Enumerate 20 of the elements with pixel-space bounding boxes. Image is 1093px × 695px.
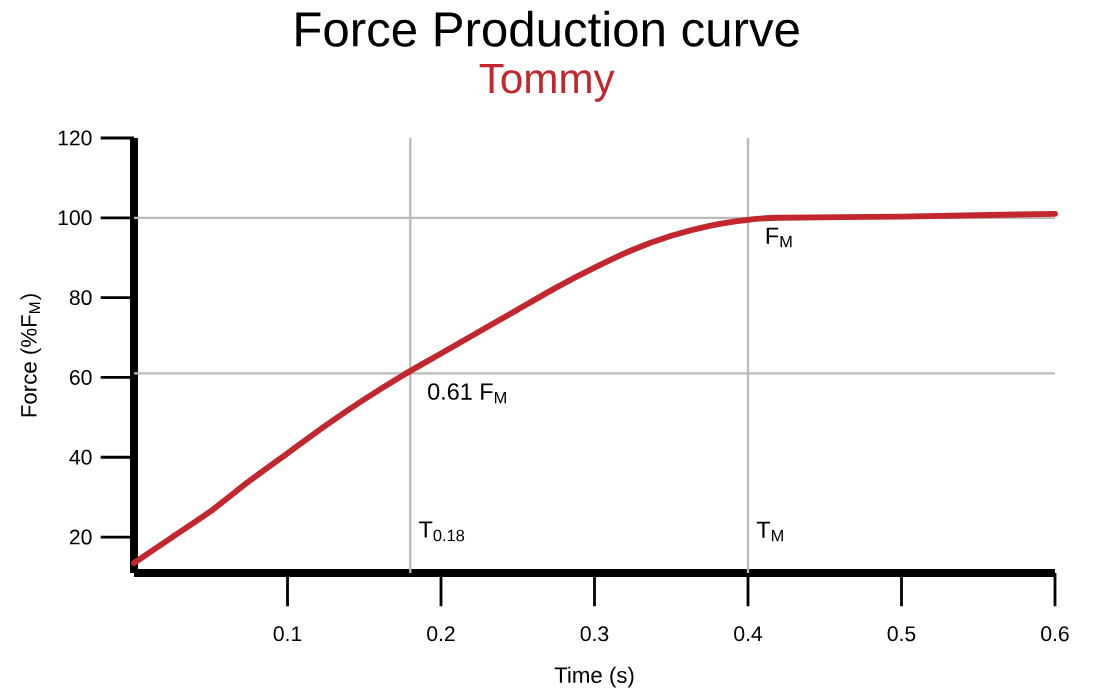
annotation: 0.61 F$_{M}$ [428, 383, 506, 404]
x-tick-label: 0.6 [1041, 626, 1069, 642]
chart-subtitle: Tommy [479, 63, 615, 102]
y-axis-title: Force (%F$_{M}$) [20, 294, 42, 417]
y-tick-label: 60 [70, 369, 92, 385]
x-axis-title: Time (s) [554, 666, 634, 688]
x-tick-label: 0.5 [887, 626, 916, 642]
y-tick-label: 80 [69, 290, 92, 305]
annotation: F$_{M}$ [766, 227, 792, 248]
ref-line-label: T$_{0.18}$ [419, 521, 465, 542]
x-tick-label: 0.3 [580, 626, 609, 642]
y-tick-label: 40 [69, 449, 92, 465]
x-tick-label: 0.1 [273, 626, 302, 642]
y-tick-label: 100 [58, 210, 92, 226]
x-tick-label: 0.2 [427, 626, 455, 642]
y-tick-label: 120 [58, 130, 92, 146]
ref-line-label: T$_{M}$ [756, 521, 783, 542]
y-tick-label: 20 [70, 529, 92, 545]
x-tick-label: 0.4 [734, 626, 763, 642]
chart-title: Force Production curve [296, 10, 799, 47]
